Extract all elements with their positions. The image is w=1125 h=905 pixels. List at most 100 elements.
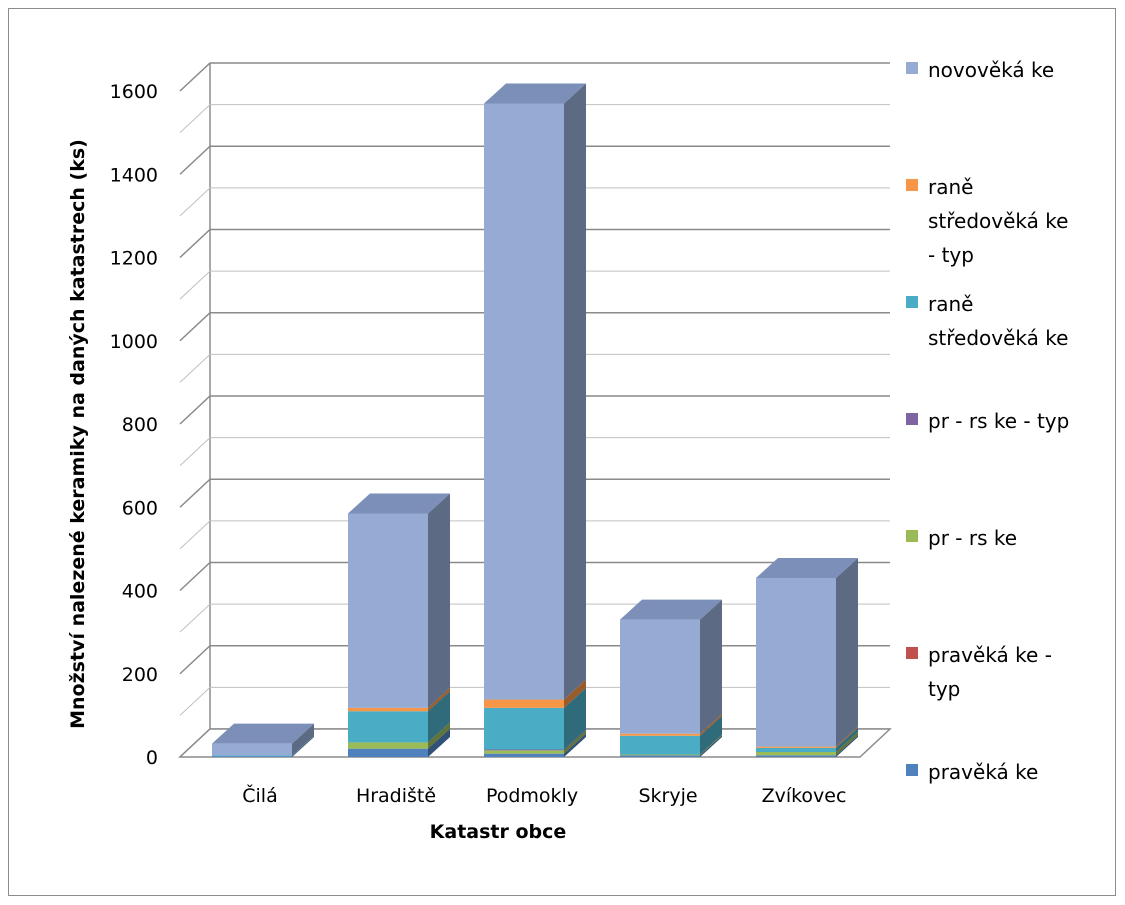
bar-segment	[484, 749, 564, 751]
bar-segment	[620, 733, 700, 736]
gridline	[179, 62, 890, 92]
bar-top	[620, 599, 722, 620]
legend-swatch	[906, 413, 918, 425]
y-tick-label: 1600	[110, 81, 158, 103]
bar-segment	[348, 748, 428, 757]
bar-segment	[620, 755, 700, 757]
x-axis-title: Katastr obce	[430, 821, 567, 843]
gridline	[179, 395, 890, 425]
bar-segment-side	[292, 736, 314, 757]
bar-segment-side	[836, 727, 858, 753]
bar-segment	[348, 711, 428, 743]
bar-segment	[484, 699, 564, 708]
bar-segment	[348, 742, 428, 749]
legend-label: pravěká ke	[928, 760, 1038, 784]
bar-segment	[484, 750, 564, 754]
legend-swatch	[906, 296, 918, 308]
bar-segment-side	[700, 735, 722, 757]
bar-segment	[756, 747, 836, 753]
bar-segment-side	[428, 728, 450, 757]
legend-label: pr - rs ke	[928, 526, 1017, 550]
legend-swatch	[906, 530, 918, 542]
gridline	[179, 520, 890, 550]
legend-label: pr - rs ke - typ	[928, 409, 1069, 433]
x-tick-label: Zvíkovec	[762, 785, 847, 807]
bar-segment-side	[700, 599, 722, 734]
y-tick-label: 1000	[110, 331, 158, 353]
bar-segment	[348, 707, 428, 712]
bar-top	[212, 723, 314, 744]
bar-segment	[348, 513, 428, 708]
bar-segment-side	[292, 735, 314, 757]
x-tick-label: Čilá	[242, 783, 277, 807]
legend-swatch	[906, 179, 918, 191]
bar-segment-side	[700, 713, 722, 736]
y-tick-label: 1400	[110, 164, 158, 186]
legend-item: pravěká ke	[906, 760, 1038, 784]
bar-segment-side	[564, 687, 586, 750]
bar-segment-side	[292, 723, 314, 756]
bar-segment-side	[564, 83, 586, 700]
y-tick-labels: 0 200 400 600 800 1000 1200 1400 1600	[110, 81, 158, 769]
bar-segment	[212, 756, 292, 757]
gridline	[179, 187, 890, 217]
bar-segment	[620, 735, 700, 755]
legend-swatch	[906, 647, 918, 659]
legend-item: pr - rs ke - typ	[906, 409, 1069, 433]
bar-segment-side	[836, 558, 858, 747]
gridline	[179, 312, 890, 342]
bar-segment	[756, 746, 836, 748]
bar-top	[348, 493, 450, 514]
y-axis-title: Množství nalezené keramiky na daných kat…	[67, 139, 89, 729]
gridline	[179, 145, 890, 175]
bar-segment-side	[428, 687, 450, 712]
bar-segment-side	[836, 735, 858, 757]
bar-stack	[756, 558, 858, 757]
bar-segment	[620, 619, 700, 734]
gridline	[179, 104, 890, 133]
x-tick-label: Hradiště	[356, 785, 436, 807]
y-tick-label: 800	[122, 414, 158, 436]
bar-segment	[484, 707, 564, 750]
bar-segment-side	[836, 732, 858, 756]
x-tick-labels: Čilá Hradiště Podmokly Skryje Zvíkovec	[242, 783, 846, 807]
legend-item: novověká ke	[906, 58, 1054, 82]
legend-item: pr - rs ke	[906, 526, 1017, 550]
bar-segment-side	[428, 722, 450, 749]
bar-stack	[348, 493, 450, 757]
bar-segment	[620, 754, 700, 756]
bar-segment-side	[700, 734, 722, 756]
bar-stack	[620, 599, 722, 757]
bar-segment	[484, 103, 564, 700]
gridline	[179, 478, 890, 508]
bar-segment-side	[836, 726, 858, 748]
legend-label: typ	[928, 677, 960, 701]
gridline	[179, 561, 890, 592]
bar-stack	[212, 723, 314, 757]
legend-label: raně	[928, 292, 973, 316]
y-tick-label: 1200	[110, 248, 158, 270]
bar-layer	[212, 83, 858, 757]
bar-segment-side	[428, 691, 450, 743]
bar-segment-side	[564, 730, 586, 754]
bar-segment	[212, 755, 292, 757]
bar-segment	[484, 753, 564, 757]
gridline	[179, 270, 890, 300]
y-tick-label: 600	[122, 497, 158, 519]
legend-label: středověká ke	[928, 326, 1068, 350]
legend-label: středověká ke	[928, 209, 1068, 233]
legend-item: pravěká ke - typ	[906, 643, 1052, 701]
bar-segment-side	[428, 493, 450, 708]
x-tick-label: Skryje	[638, 785, 697, 807]
legend-label: - typ	[928, 243, 974, 267]
legend-swatch	[906, 62, 918, 74]
bar-top	[484, 83, 586, 104]
legend-item: raně středověká ke	[906, 292, 1068, 350]
bar-segment-side	[564, 733, 586, 757]
bar-segment	[756, 755, 836, 757]
y-tick-label: 200	[122, 664, 158, 686]
bar-segment-side	[564, 679, 586, 708]
legend-label: raně	[928, 175, 973, 199]
bar-segment	[756, 752, 836, 756]
